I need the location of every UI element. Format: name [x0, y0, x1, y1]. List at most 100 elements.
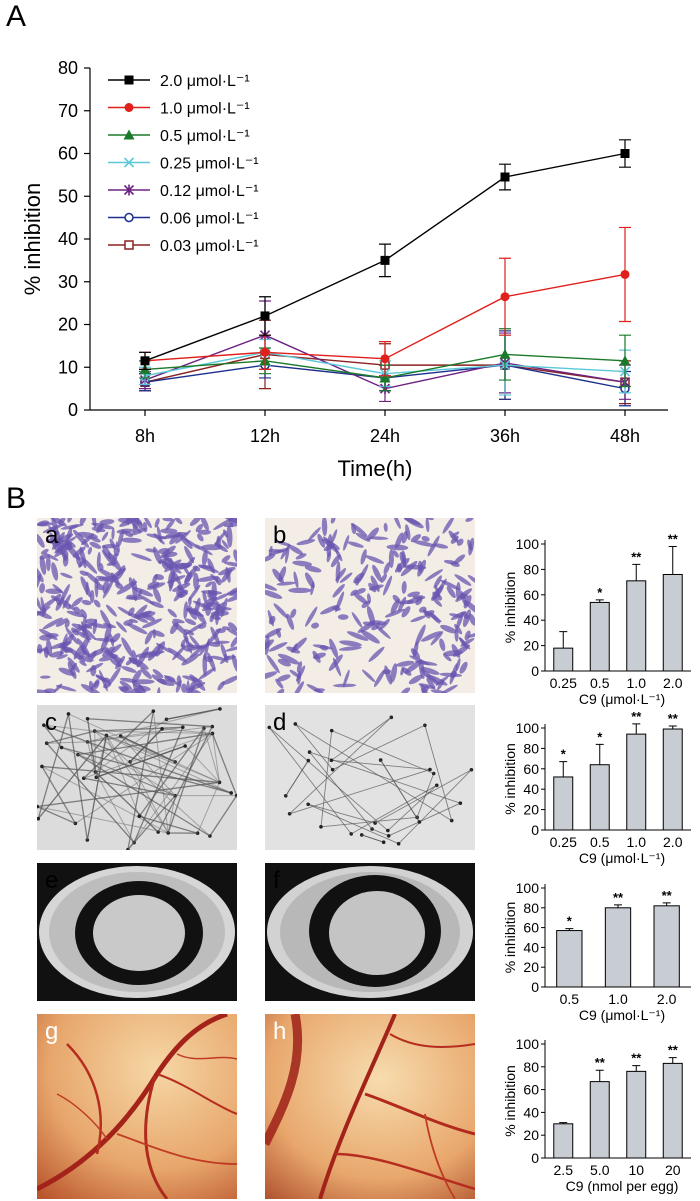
cell-mark	[119, 680, 133, 690]
cell-mark	[99, 519, 115, 525]
cell-mark	[37, 593, 42, 610]
cell-mark	[38, 628, 58, 640]
cell-node	[329, 758, 334, 763]
cell-mark	[181, 653, 200, 666]
cell-mark	[305, 606, 318, 627]
vessel-mark	[309, 751, 461, 804]
cell-mark	[375, 624, 391, 639]
cell-mark	[68, 524, 79, 530]
legend-label: 0.12 μmol·L⁻¹	[160, 183, 259, 200]
cell-mark	[420, 669, 439, 686]
cell-mark	[142, 521, 148, 533]
cell-mark	[163, 674, 181, 687]
bar	[653, 905, 680, 988]
vessel-mark	[87, 741, 96, 773]
cell-mark	[420, 683, 430, 693]
cell-mark	[462, 609, 471, 628]
cell-mark	[94, 577, 99, 598]
cell-mark	[141, 618, 163, 629]
bar	[589, 601, 610, 672]
significance-mark: **	[662, 888, 673, 903]
photo-c: c	[37, 705, 237, 850]
photo-label-c: c	[45, 709, 57, 736]
y-tick-label: 100	[516, 720, 540, 736]
cell-mark	[176, 675, 182, 685]
x-tick-label: 2.0	[657, 991, 677, 1007]
cell-mark	[351, 612, 363, 628]
cell-mark	[435, 675, 449, 686]
cell-mark	[172, 618, 185, 624]
cell-node	[423, 723, 427, 728]
cell-mark	[125, 658, 133, 666]
cell-mark	[101, 544, 118, 549]
cell-node	[218, 707, 222, 711]
significance-mark: **	[631, 549, 642, 564]
marker	[124, 103, 134, 112]
x-tick-label: 0.5	[560, 991, 580, 1007]
cell-node	[381, 840, 386, 844]
vessel-mark	[331, 730, 434, 774]
cell-mark	[306, 684, 324, 693]
error-bar	[662, 902, 671, 906]
cell-mark	[312, 652, 326, 660]
cell-mark	[158, 558, 167, 564]
cell-node	[151, 709, 156, 713]
y-tick-label: 80	[523, 900, 539, 916]
cell-mark	[448, 530, 459, 543]
cell-mark	[129, 618, 139, 624]
vessel-mark	[139, 815, 198, 834]
cell-mark	[121, 666, 137, 673]
cell-mark	[433, 575, 442, 589]
vessel-mark	[37, 781, 220, 808]
cell-mark	[102, 646, 116, 657]
y-tick-label: 80	[523, 561, 539, 577]
cell-mark	[221, 568, 233, 583]
cell-node	[293, 722, 298, 726]
cell-node	[166, 831, 170, 835]
vessel-mark	[374, 769, 472, 824]
cell-mark	[156, 525, 162, 543]
cell-mark	[151, 674, 167, 685]
cell-mark	[205, 581, 213, 588]
cell-mark	[58, 583, 70, 606]
cell-mark	[215, 576, 222, 586]
cell-mark	[430, 689, 448, 693]
bar	[553, 647, 574, 672]
vessel-mark	[43, 724, 95, 732]
cell-mark	[54, 543, 68, 554]
vessel-mark	[211, 733, 237, 796]
cell-mark	[421, 535, 430, 542]
cell-mark	[414, 624, 426, 647]
marker	[620, 149, 630, 158]
cell-mark	[107, 667, 121, 686]
x-tick-label: 12h	[250, 426, 280, 446]
cell-node	[195, 831, 200, 835]
cell-mark	[420, 666, 440, 675]
cell-mark	[192, 565, 201, 572]
photo-c-image	[37, 707, 237, 850]
y-tick-label: 60	[523, 920, 539, 936]
cell-mark	[181, 562, 191, 577]
cell-mark	[215, 593, 229, 601]
cell-node	[160, 726, 164, 731]
cell-mark	[37, 643, 43, 654]
photo-d: d	[265, 705, 475, 850]
cell-mark	[154, 518, 160, 528]
cell-mark	[421, 631, 442, 642]
cell-mark	[304, 565, 322, 573]
cell-mark	[293, 571, 299, 589]
x-tick-label: 0.5	[590, 834, 610, 850]
cell-mark	[410, 534, 421, 543]
x-tick-label: 20	[665, 1162, 681, 1178]
vessel-mark	[77, 732, 213, 756]
cell-node	[164, 717, 169, 722]
vessel-mark	[361, 834, 384, 843]
cell-mark	[42, 523, 65, 533]
marker	[260, 347, 270, 357]
cell-mark	[137, 589, 143, 598]
error-bar	[632, 723, 641, 735]
y-tick-label: 0	[68, 400, 78, 420]
cell-mark	[95, 675, 110, 683]
significance-mark: *	[597, 729, 603, 744]
